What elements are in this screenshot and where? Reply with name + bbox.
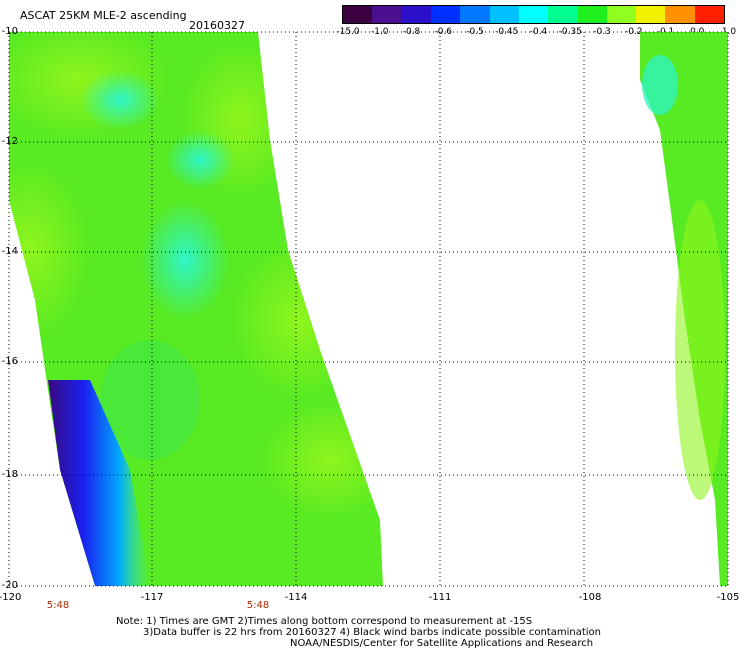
colorbar-swatch xyxy=(401,6,431,23)
colorbar-label: -0.8 xyxy=(402,27,421,37)
lat-lon-grid xyxy=(8,31,729,587)
colorbar-label: -0.6 xyxy=(434,27,453,37)
time-label: 5:48 xyxy=(46,600,70,611)
colorbar-swatch xyxy=(694,6,725,23)
lat-label: -10 xyxy=(1,26,18,37)
colorbar-swatch xyxy=(343,6,373,23)
colorbar-label: -0.4 xyxy=(529,27,548,37)
lon-label: -111 xyxy=(428,592,452,603)
lat-label: -14 xyxy=(1,246,18,257)
lon-label: -105 xyxy=(716,592,740,603)
colorbar-label: 1.0 xyxy=(721,27,737,37)
colorbar-label: -1.0 xyxy=(370,27,389,37)
colorbar-swatch xyxy=(460,6,490,23)
right-swath xyxy=(640,32,728,586)
left-swath xyxy=(9,32,383,586)
lon-label: -114 xyxy=(284,592,308,603)
lon-label: -108 xyxy=(578,592,602,603)
colorbar-swatch xyxy=(372,6,402,23)
lon-label: -117 xyxy=(140,592,164,603)
colorbar-label: -0.5 xyxy=(466,27,484,37)
colorbar-swatch xyxy=(606,6,637,23)
map-date: 20160327 xyxy=(189,19,245,32)
colorbar-swatch xyxy=(489,6,519,23)
note-line-1: Note: 1) Times are GMT 2)Times along bot… xyxy=(116,616,533,627)
time-label: 5:48 xyxy=(246,600,270,611)
colorbar-label: -0.35 xyxy=(558,27,582,37)
lon-label: -120 xyxy=(0,592,22,603)
note-line-2: 3)Data buffer is 22 hrs from 20160327 4)… xyxy=(143,627,601,638)
lat-label: -16 xyxy=(1,356,18,367)
note-line-3: NOAA/NESDIS/Center for Satellite Applica… xyxy=(290,638,594,649)
colorbar-swatch xyxy=(430,6,461,23)
lat-label: -18 xyxy=(1,469,18,480)
lat-label: -20 xyxy=(1,580,18,591)
colorbar-label: -0.45 xyxy=(495,27,519,37)
colorbar-swatch xyxy=(577,6,607,23)
lat-label: -12 xyxy=(1,136,18,147)
colorbar-label: -15.0 xyxy=(336,27,360,37)
map-title: ASCAT 25KM MLE-2 ascending xyxy=(20,9,187,22)
colorbar-swatch xyxy=(548,6,578,23)
colorbar-swatch xyxy=(665,6,695,23)
colorbar-swatch xyxy=(518,6,549,23)
colorbar-swatch xyxy=(636,6,666,23)
colorbar xyxy=(342,5,725,24)
